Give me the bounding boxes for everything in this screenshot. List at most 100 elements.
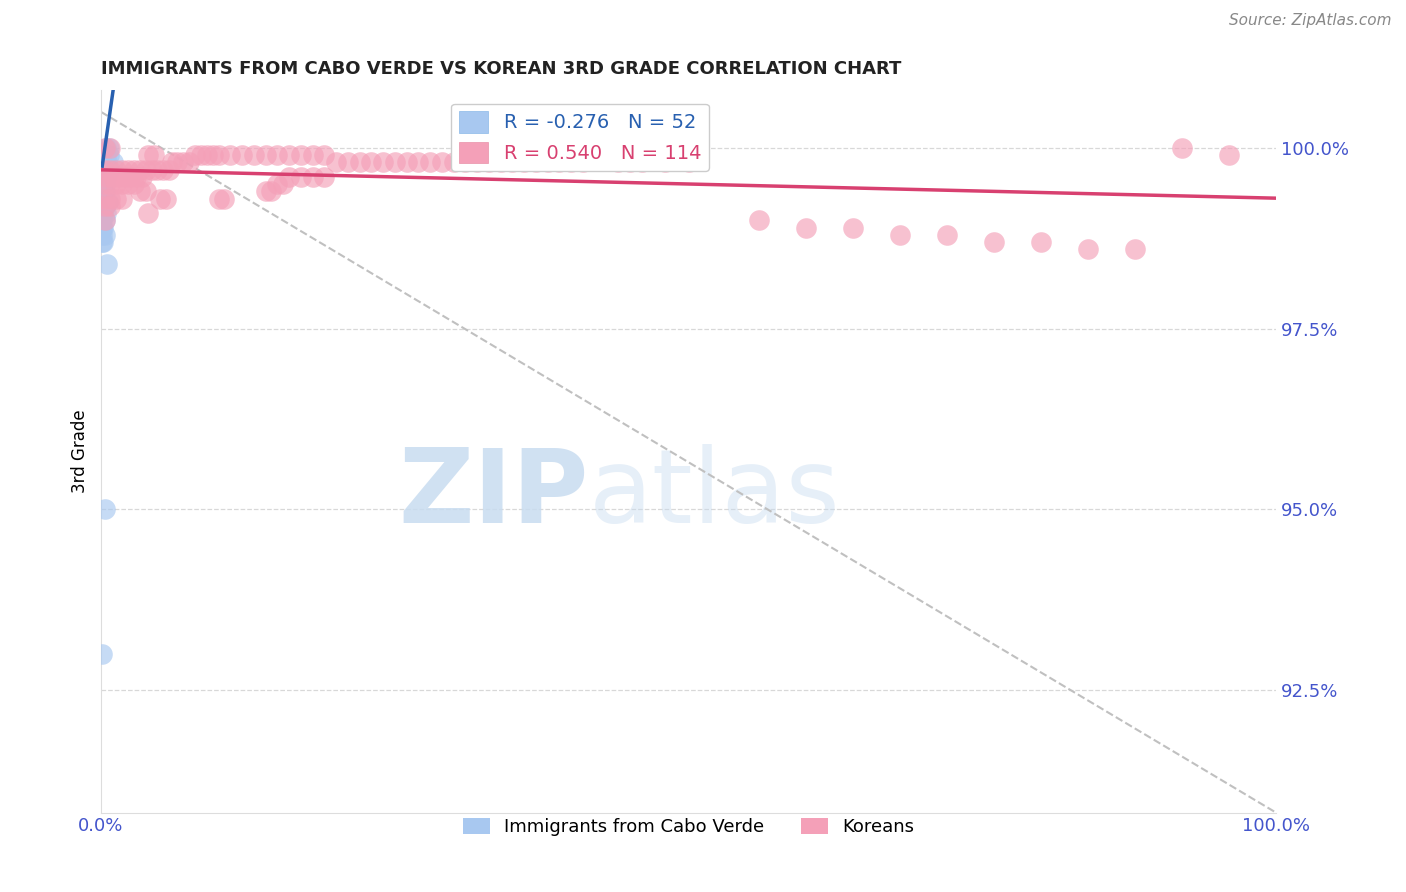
- Point: [384, 155, 406, 169]
- Point: [93, 192, 115, 206]
- Point: [93, 502, 115, 516]
- Point: [301, 169, 323, 184]
- Point: [117, 162, 139, 177]
- Point: [91, 177, 114, 191]
- Point: [91, 185, 114, 199]
- Point: [93, 185, 115, 199]
- Point: [406, 155, 429, 169]
- Point: [93, 166, 115, 180]
- Point: [100, 162, 122, 177]
- Point: [93, 166, 115, 180]
- Point: [105, 192, 128, 206]
- Point: [630, 155, 652, 169]
- Point: [1171, 141, 1194, 155]
- Point: [91, 647, 114, 661]
- Point: [100, 199, 122, 213]
- Point: [207, 148, 229, 162]
- Point: [260, 185, 283, 199]
- Point: [93, 162, 115, 177]
- Point: [157, 162, 180, 177]
- Point: [96, 159, 118, 173]
- Point: [360, 155, 382, 169]
- Point: [266, 177, 288, 191]
- Point: [93, 213, 115, 227]
- Point: [91, 235, 114, 249]
- Point: [889, 227, 911, 242]
- Point: [314, 148, 336, 162]
- Point: [243, 148, 266, 162]
- Point: [478, 155, 501, 169]
- Point: [96, 257, 118, 271]
- Point: [98, 141, 121, 155]
- Point: [93, 177, 115, 191]
- Point: [152, 162, 174, 177]
- Point: [93, 235, 115, 249]
- Point: [111, 162, 134, 177]
- Text: IMMIGRANTS FROM CABO VERDE VS KOREAN 3RD GRADE CORRELATION CHART: IMMIGRANTS FROM CABO VERDE VS KOREAN 3RD…: [101, 60, 901, 78]
- Point: [100, 177, 122, 191]
- Point: [96, 169, 118, 184]
- Point: [430, 155, 453, 169]
- Point: [100, 192, 122, 206]
- Point: [643, 148, 665, 162]
- Point: [219, 148, 242, 162]
- Point: [93, 155, 115, 169]
- Legend: Immigrants from Cabo Verde, Koreans: Immigrants from Cabo Verde, Koreans: [456, 811, 921, 843]
- Point: [190, 148, 212, 162]
- Point: [135, 162, 157, 177]
- Point: [91, 162, 114, 177]
- Point: [214, 192, 236, 206]
- Point: [936, 227, 959, 242]
- Point: [325, 155, 347, 169]
- Point: [100, 141, 122, 155]
- Point: [93, 227, 115, 242]
- Point: [678, 155, 700, 169]
- Point: [101, 155, 124, 169]
- Point: [91, 169, 114, 184]
- Point: [290, 148, 312, 162]
- Point: [136, 148, 159, 162]
- Point: [1218, 148, 1240, 162]
- Point: [94, 169, 117, 184]
- Point: [166, 155, 188, 169]
- Point: [619, 155, 641, 169]
- Text: atlas: atlas: [589, 444, 841, 545]
- Point: [155, 192, 177, 206]
- Point: [131, 169, 153, 184]
- Point: [91, 155, 114, 169]
- Point: [349, 155, 371, 169]
- Y-axis label: 3rd Grade: 3rd Grade: [72, 409, 89, 493]
- Point: [524, 155, 547, 169]
- Point: [254, 185, 277, 199]
- Point: [465, 155, 488, 169]
- Point: [278, 148, 301, 162]
- Point: [91, 166, 114, 180]
- Point: [489, 155, 512, 169]
- Point: [122, 177, 145, 191]
- Point: [93, 220, 115, 235]
- Point: [207, 192, 229, 206]
- Point: [290, 169, 312, 184]
- Point: [91, 181, 114, 195]
- Point: [336, 155, 359, 169]
- Point: [93, 177, 115, 191]
- Point: [548, 155, 571, 169]
- Point: [125, 169, 148, 184]
- Point: [1029, 235, 1052, 249]
- Point: [93, 181, 115, 195]
- Point: [93, 173, 115, 187]
- Point: [141, 162, 163, 177]
- Point: [93, 169, 115, 184]
- Point: [665, 148, 688, 162]
- Point: [91, 213, 114, 227]
- Point: [98, 148, 121, 162]
- Point: [93, 162, 115, 177]
- Point: [135, 185, 157, 199]
- Point: [105, 162, 128, 177]
- Point: [93, 177, 115, 191]
- Point: [136, 206, 159, 220]
- Point: [583, 148, 606, 162]
- Point: [101, 169, 124, 184]
- Point: [105, 177, 128, 191]
- Text: ZIP: ZIP: [398, 444, 589, 545]
